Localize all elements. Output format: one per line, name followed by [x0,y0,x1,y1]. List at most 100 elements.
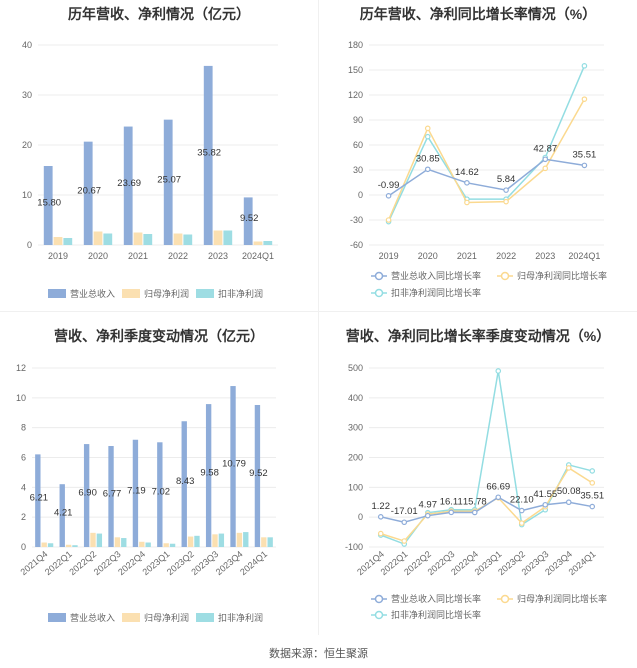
y-tick-label: -60 [350,240,363,250]
x-tick-label: 2024Q1 [568,251,600,261]
y-tick-label: 0 [21,542,26,552]
bar [43,166,53,245]
bar [90,532,96,547]
bar [236,532,243,547]
x-tick-label: 2023 [535,251,555,261]
data-label: 42.87 [533,143,557,154]
data-point [424,133,431,140]
data-point [518,507,525,514]
data-label: 25.07 [157,174,181,185]
bar [212,534,218,547]
data-point [424,125,431,132]
x-tick-label: 2020 [418,251,438,261]
data-point [589,480,596,486]
bar [183,234,193,245]
data-label: 4.21 [54,508,73,519]
legend-marker [374,288,384,298]
annual-revenue-profit-chart: 历年营收、净利情况（亿元） 0 10 20 30 40 2019 2020 2021 2022 2… [0,0,318,310]
bar [83,444,90,547]
data-point [424,166,431,173]
y-tick-label: 150 [348,65,363,75]
legend-swatch [196,613,214,622]
data-label: 66.69 [486,481,510,492]
data-point [495,494,502,501]
bar [65,544,72,547]
bar [187,536,194,547]
vertical-divider [318,0,319,635]
y-tick-label: 0 [27,240,32,250]
quarterly-revenue-profit-svg: 0246810122021Q42022Q12022Q22022Q32022Q42… [16,363,276,623]
bar [47,543,54,547]
bar [267,537,273,547]
data-label: 16.11 [440,496,463,507]
data-point [503,187,509,193]
data-point [581,63,588,69]
y-tick-label: 6 [21,453,26,463]
y-tick-label: 12 [16,363,26,373]
data-label: -17.01 [391,506,418,517]
data-label: 10.79 [222,459,246,470]
bar [41,542,47,547]
bar [218,533,225,547]
legend-swatch [48,289,66,298]
data-source: 数据来源：恒生聚源 [269,648,368,660]
data-point [385,193,392,199]
bar [230,386,236,547]
y-tick-label: 10 [16,393,26,403]
quarterly-growth-rate-svg: -10001002003004005002021Q42022Q12022Q220… [345,363,607,620]
data-label: 22.10 [510,495,534,506]
legend-label: 扣非净利润同比增长率 [391,609,481,620]
data-point [401,519,408,526]
data-label: 5.84 [497,174,516,185]
x-tick-label: 2023 [208,251,228,261]
x-tick-label: 2024Q1 [238,549,269,577]
data-label: 6.77 [103,489,122,500]
x-tick-label: 2022 [496,251,516,261]
x-tick-label: 2021 [457,251,477,261]
bar [63,238,73,245]
bar [83,141,93,245]
bar [243,197,253,245]
data-point [448,509,455,516]
y-tick-label: 10 [22,190,32,200]
legend-marker [374,271,384,281]
y-tick-label: 4 [21,482,26,492]
bar [59,484,65,547]
legend-label: 营业总收入 [70,612,115,623]
chart-title: 历年营收、净利同比增长率情况（%） [359,6,597,22]
y-tick-label: -30 [350,215,363,225]
bar [203,65,213,246]
data-point [581,162,588,169]
data-point [464,180,470,186]
y-tick-label: 60 [353,140,363,150]
bar [121,538,127,547]
series-line [387,65,586,222]
data-label: -0.99 [378,180,400,191]
annual-growth-rate-svg: -60 -30 0 30 60 90 120 150 180 2019 2020 2021 2022 20… [348,40,607,298]
data-label: 4.97 [419,500,438,511]
bar [139,541,145,547]
y-tick-label: 20 [22,140,32,150]
bar [72,545,78,547]
data-label: 6.21 [30,493,49,504]
data-point [542,156,549,163]
legend-swatch [48,613,66,622]
legend-label: 归母净利润 [144,612,189,623]
bar [93,231,103,245]
data-point [424,512,431,519]
y-tick-label: 2 [21,512,26,522]
bar [243,532,249,547]
legend-swatch [122,613,140,622]
bar [173,233,183,245]
y-tick-label: 180 [348,40,363,50]
bar [108,446,114,547]
data-label: 35.82 [197,147,221,158]
data-label: 6.90 [78,488,97,499]
legend-label: 营业总收入同比增长率 [391,593,481,604]
data-point [495,368,502,374]
data-point [503,198,509,205]
legend-label: 归母净利润 [144,288,189,299]
data-label: 15.78 [463,496,487,507]
data-label: 20.67 [77,185,101,196]
data-label: 7.19 [127,485,146,496]
